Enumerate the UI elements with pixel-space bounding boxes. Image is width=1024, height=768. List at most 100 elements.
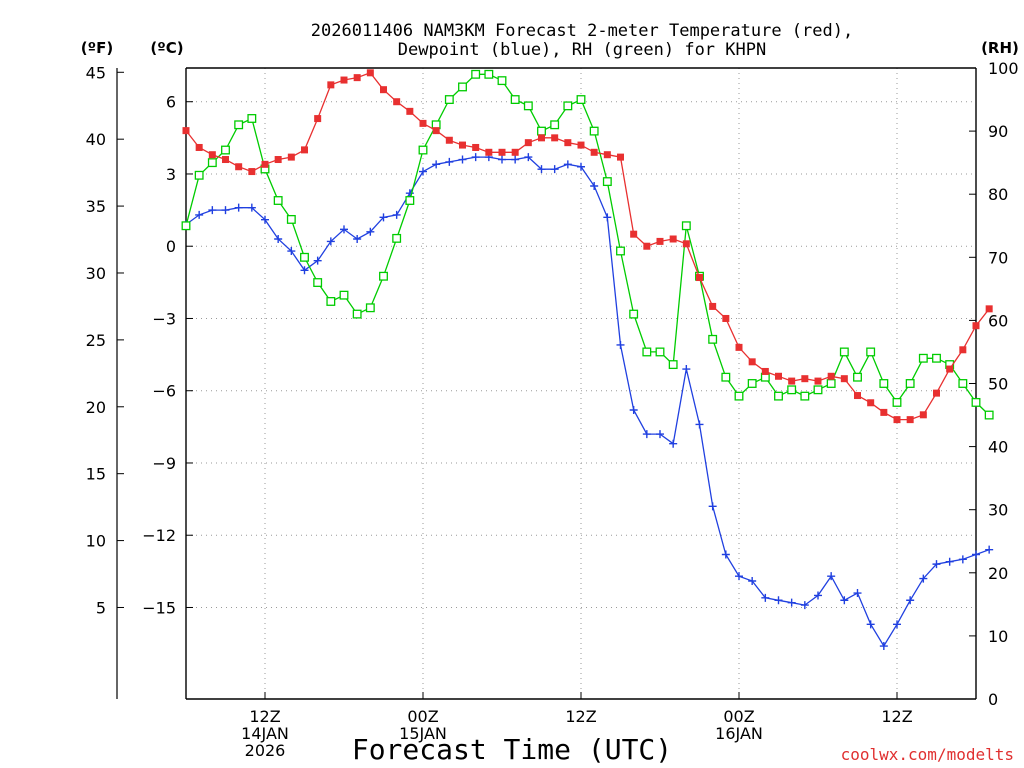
dewpoint-point [590, 182, 599, 191]
dewpoint-point [524, 153, 533, 162]
2-meter-temperature-point [327, 81, 335, 89]
rh-point [247, 114, 257, 123]
rh-point [774, 391, 783, 401]
2-meter-temperature-point [393, 98, 401, 106]
x-tick-label: 2026 [245, 741, 286, 760]
rh-point [642, 347, 652, 357]
dewpoint-point [787, 598, 796, 607]
2-meter-temperature-point [656, 237, 664, 245]
rh-point [800, 391, 810, 401]
dewpoint-point [498, 155, 506, 164]
rh-point [734, 391, 744, 401]
dewpoint-point [353, 234, 362, 243]
dewpoint-point [195, 210, 204, 219]
2-meter-temperature-point [880, 408, 888, 416]
2-meter-temperature-point [287, 153, 295, 161]
celsius-tick-label: −15 [142, 598, 176, 617]
2-meter-temperature-point [735, 343, 743, 351]
rh-tick-label: 100 [988, 59, 1019, 78]
dewpoint-point [221, 206, 230, 215]
rh-point [576, 95, 586, 104]
2-meter-temperature-point [709, 302, 717, 310]
2-meter-temperature-point [748, 358, 756, 366]
rh-point [958, 379, 968, 388]
dewpoint-point [511, 155, 520, 164]
x-tick-label: 00Z [407, 707, 438, 726]
celsius-tick-label: −3 [152, 309, 176, 328]
rh-point [444, 95, 454, 104]
rh-point [339, 290, 349, 300]
source-credit: coolwx.com/modelts [841, 745, 1014, 764]
2-meter-temperature-point [696, 274, 703, 282]
rh-tick-label: 0 [988, 690, 998, 709]
dewpoint-point [379, 213, 388, 222]
dewpoint-point [603, 213, 612, 222]
dewpoint-point [656, 430, 664, 439]
2-meter-temperature-point [959, 346, 967, 354]
2-meter-temperature-point [274, 156, 282, 164]
dewpoint-point [748, 576, 757, 585]
rh-point [523, 101, 533, 111]
fahrenheit-tick-label: 15 [86, 465, 106, 484]
rh-point [537, 126, 546, 136]
2-meter-temperature-point [301, 146, 308, 154]
rh-tick-label: 80 [988, 185, 1008, 204]
2-meter-temperature-point [366, 69, 374, 77]
rh-point [207, 158, 217, 168]
rh-point [629, 309, 639, 319]
dewpoint-point [800, 601, 809, 610]
rh-point [984, 410, 994, 420]
2-meter-temperature-point [380, 86, 387, 94]
dewpoint-point [985, 545, 994, 554]
dewpoint-point [866, 620, 875, 629]
dewpoint-point [893, 620, 901, 629]
2-meter-temperature-point [669, 235, 677, 243]
dewpoint-point [669, 439, 678, 448]
rh-tick-label: 50 [988, 375, 1008, 394]
dewpoint-point [919, 574, 928, 583]
rh-point [471, 69, 481, 79]
rh-tick-label: 10 [988, 627, 1008, 646]
rh-point [932, 353, 941, 363]
dewpoint-point [326, 237, 335, 246]
rh-point [905, 379, 915, 388]
rh-point [300, 252, 309, 262]
dewpoint-point [313, 256, 322, 265]
dewpoint-point [972, 550, 980, 559]
fahrenheit-tick-label: 40 [86, 130, 106, 149]
dewpoint-point [274, 234, 283, 243]
rh-point [813, 385, 823, 395]
2-meter-temperature-point [590, 148, 598, 156]
rh-point [221, 145, 230, 155]
dewpoint-point [695, 420, 704, 429]
rh-point [484, 69, 494, 79]
2-meter-temperature-point [827, 372, 835, 380]
unit-celsius-label: (ºC) [150, 39, 183, 57]
dewpoint-point [471, 153, 480, 162]
rh-point [681, 221, 691, 231]
dewpoint-point [340, 225, 348, 234]
rh-point [602, 177, 612, 187]
2-meter-temperature-point [182, 127, 190, 135]
dewpoint-point [432, 160, 441, 169]
2-meter-temperature-point [985, 305, 993, 313]
2-meter-temperature-point [445, 136, 453, 144]
dewpoint-point [682, 365, 691, 374]
2-meter-temperature-point [761, 367, 769, 375]
dewpoint-point [629, 405, 638, 414]
x-tick-label: 12Z [249, 707, 280, 726]
dewpoint-point [774, 596, 783, 605]
data-series [181, 69, 994, 651]
dewpoint-point [247, 203, 256, 212]
celsius-tick-label: −9 [152, 454, 176, 473]
2-meter-temperature-point [222, 156, 229, 164]
grid-lines [186, 68, 976, 699]
fahrenheit-tick-label: 25 [86, 331, 106, 350]
x-tick-label: 15JAN [399, 724, 447, 743]
rh-point [655, 347, 665, 357]
2-meter-temperature-point [485, 148, 493, 156]
dewpoint-point [906, 596, 915, 605]
x-tick-label: 16JAN [715, 724, 763, 743]
dewpoint-point [234, 203, 243, 212]
